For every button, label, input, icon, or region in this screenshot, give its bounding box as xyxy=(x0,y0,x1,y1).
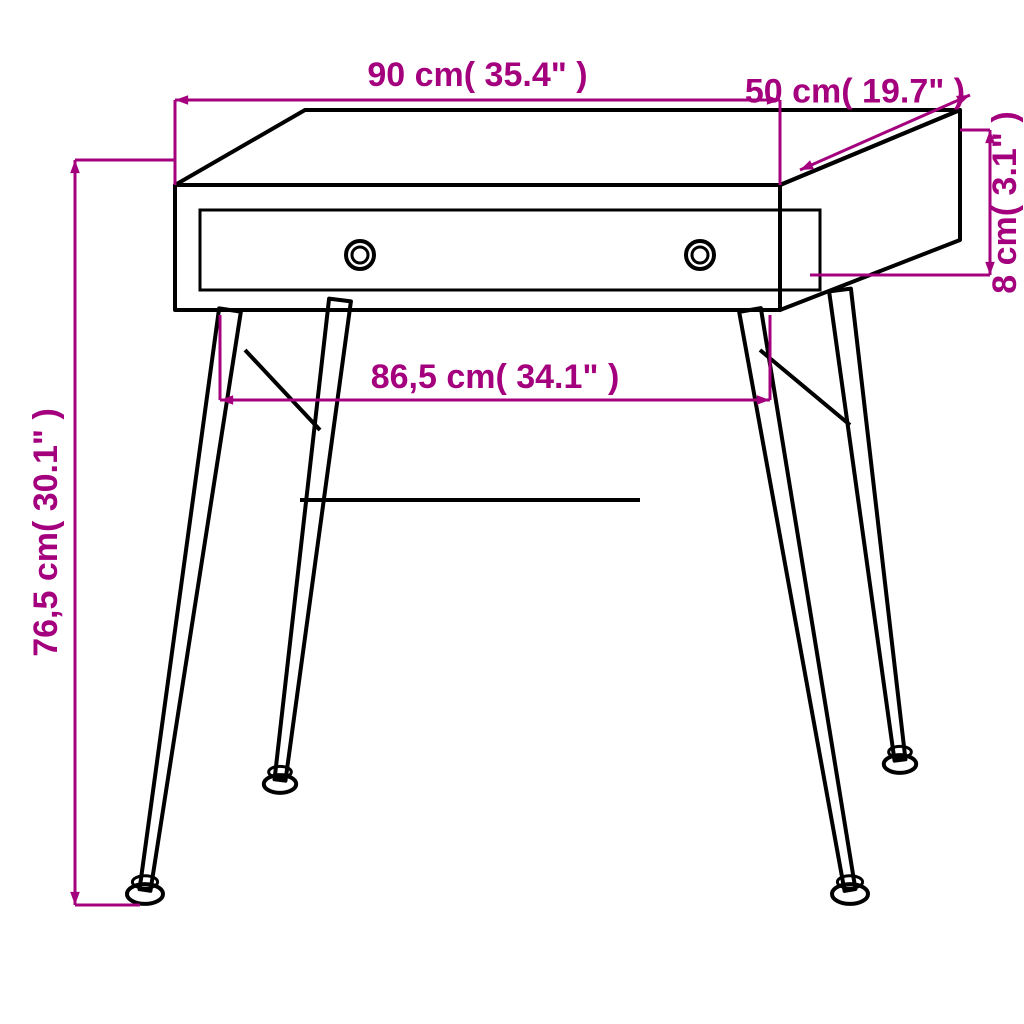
dim-width-label: 90 cm( 35.4" ) xyxy=(367,56,587,94)
dim-height-label: 76,5 cm( 30.1" ) xyxy=(27,408,65,657)
dim-drawer-height-label: 8 cm( 3.1" ) xyxy=(986,111,1024,293)
dim-legspan-label: 86,5 cm( 34.1" ) xyxy=(371,358,620,396)
dim-depth-label: 50 cm( 19.7" ) xyxy=(745,73,965,111)
